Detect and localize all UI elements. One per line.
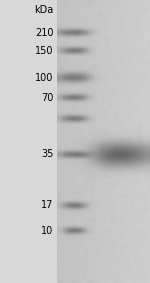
Text: 35: 35 — [41, 149, 53, 159]
Text: 10: 10 — [41, 226, 53, 236]
Text: kDa: kDa — [34, 5, 53, 15]
Text: 17: 17 — [41, 200, 53, 210]
Text: 70: 70 — [41, 93, 53, 103]
Text: 100: 100 — [35, 73, 53, 83]
Text: 150: 150 — [35, 46, 53, 56]
Text: 210: 210 — [35, 27, 53, 38]
